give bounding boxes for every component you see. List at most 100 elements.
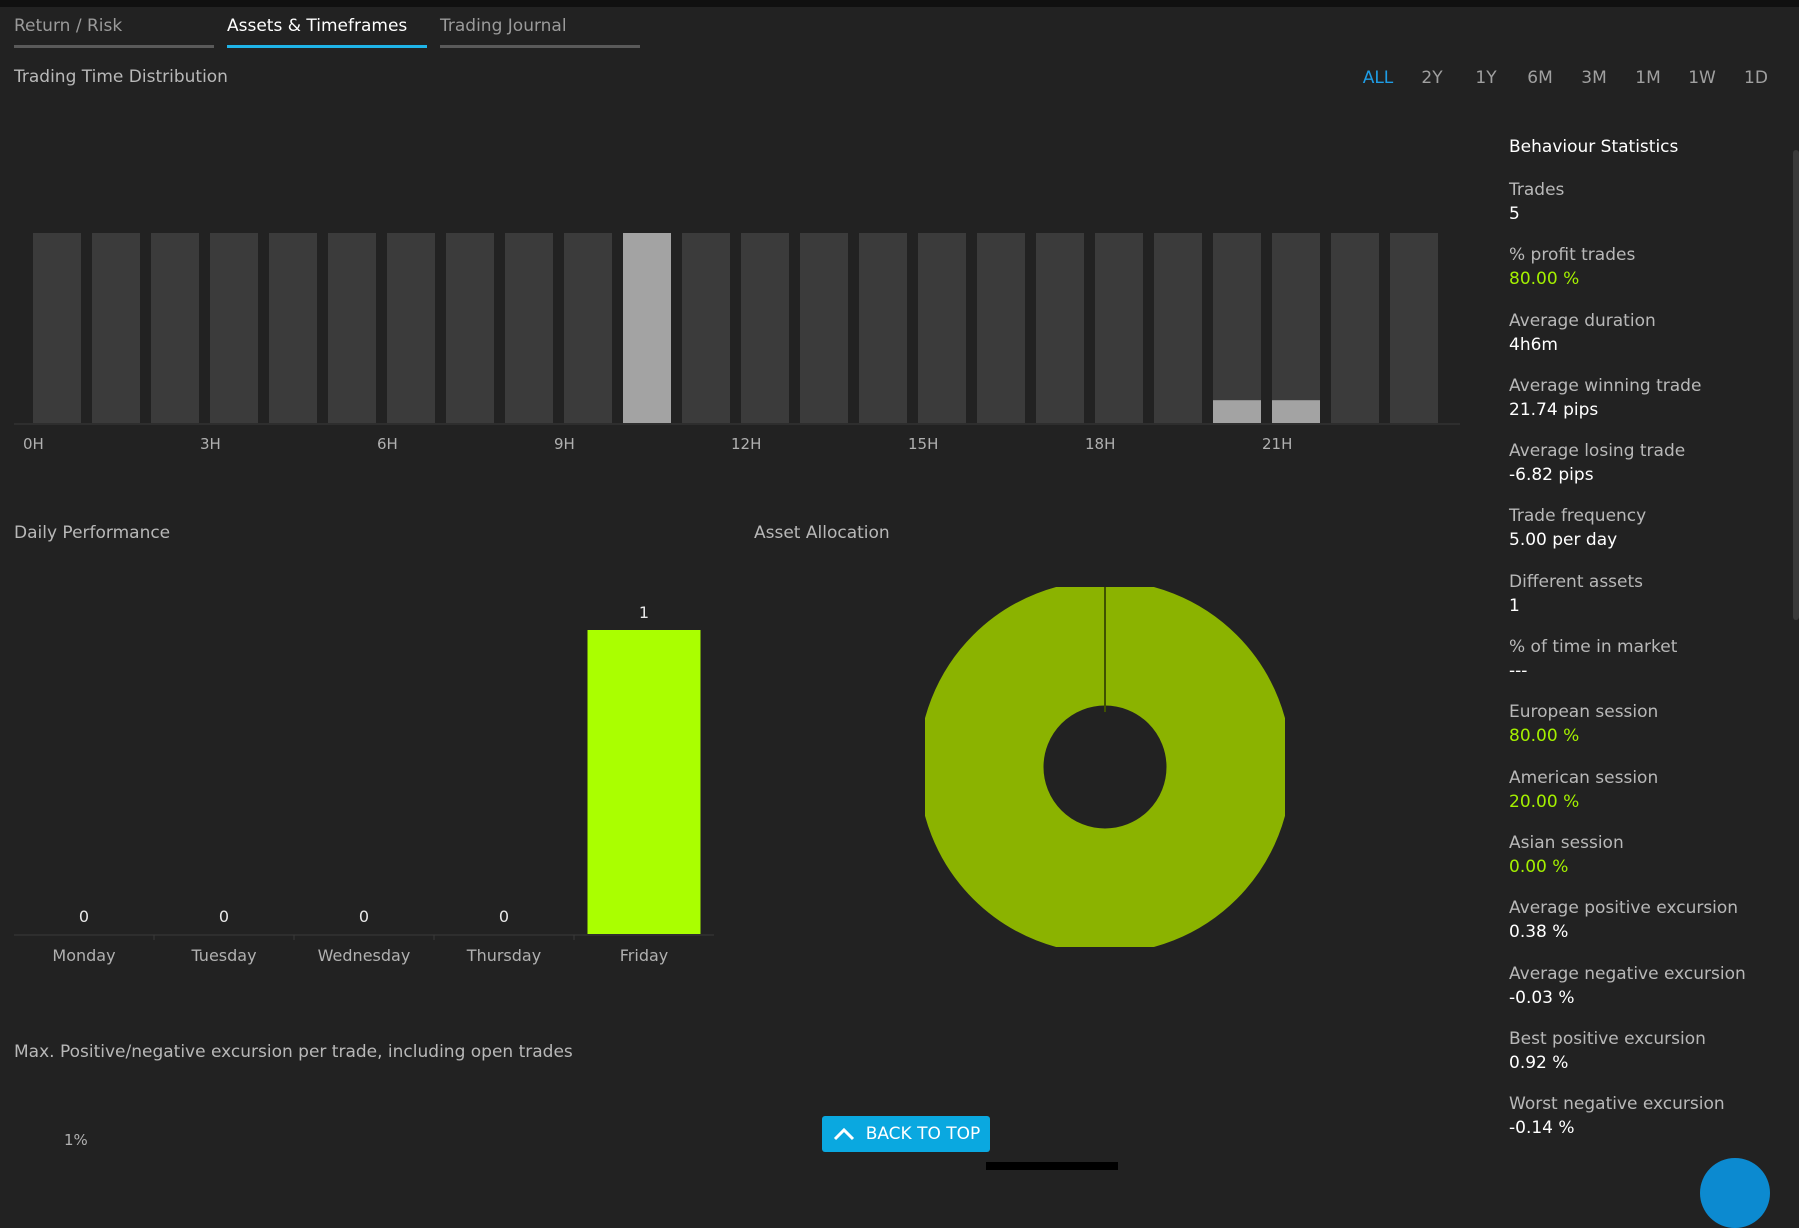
stat-item: % of time in market --- [1509, 636, 1779, 701]
tab-return-risk[interactable]: Return / Risk [14, 13, 214, 48]
stat-item: Trade frequency 5.00 per day [1509, 505, 1779, 570]
hour-tick-label: 0H [23, 435, 44, 453]
stat-label: Average duration [1509, 310, 1656, 331]
hour-tick-label: 12H [731, 435, 761, 453]
stat-item: Average duration 4h6m [1509, 310, 1779, 375]
hour-bar[interactable] [623, 233, 671, 423]
stat-value: -0.03 % [1509, 987, 1575, 1008]
timeframe-6m[interactable]: 6M [1527, 68, 1553, 88]
day-bar[interactable] [587, 630, 701, 934]
hour-bar-bg [859, 233, 907, 423]
stat-label: Best positive excursion [1509, 1028, 1706, 1049]
stat-label: Asian session [1509, 832, 1624, 853]
day-value-label: 0 [359, 907, 369, 926]
hour-bar-bg [92, 233, 140, 423]
asset-allocation-chart [925, 587, 1285, 947]
time-distribution-title: Trading Time Distribution [14, 67, 228, 87]
stat-label: Trade frequency [1509, 506, 1647, 527]
stat-label: Average losing trade [1509, 441, 1686, 462]
hour-bar-bg [328, 233, 376, 423]
back-to-top-label: BACK TO TOP [865, 1124, 981, 1144]
timeframe-1m[interactable]: 1M [1635, 68, 1661, 88]
timeframe-2y[interactable]: 2Y [1421, 68, 1443, 88]
stat-value: -0.14 % [1509, 1118, 1575, 1139]
timeframe-1y[interactable]: 1Y [1475, 68, 1497, 88]
stat-label: Different assets [1509, 571, 1644, 592]
stat-label: Average negative excursion [1509, 963, 1746, 984]
timeframe-1d[interactable]: 1D [1744, 68, 1768, 88]
stat-label: Average winning trade [1509, 375, 1702, 396]
stat-value: 4h6m [1509, 334, 1558, 355]
stat-item: Trades 5 [1509, 179, 1779, 244]
top-bar [0, 0, 1799, 7]
stat-value: 0.00 % [1509, 856, 1569, 877]
stat-label: American session [1509, 767, 1659, 788]
timeframe-all[interactable]: ALL [1362, 68, 1394, 88]
hour-tick-label: 21H [1262, 435, 1292, 453]
hour-bar-bg [1095, 233, 1143, 423]
hour-bar-bg [564, 233, 612, 423]
stat-item: % profit trades 80.00 % [1509, 244, 1779, 309]
hour-bar-bg [446, 233, 494, 423]
excursion-axis-label: 1% [64, 1131, 88, 1149]
stat-value: 20.00 % [1509, 791, 1580, 812]
hour-bar-bg [33, 233, 81, 423]
stat-label: Worst negative excursion [1509, 1094, 1725, 1115]
hour-bar-bg [682, 233, 730, 423]
hour-bar-bg [210, 233, 258, 423]
stat-label: % profit trades [1509, 245, 1636, 266]
stat-value: -6.82 pips [1509, 465, 1594, 486]
stat-value: 5.00 per day [1509, 530, 1618, 551]
hour-bar-bg [1154, 233, 1202, 423]
hour-bar-bg [505, 233, 553, 423]
stat-label: Trades [1509, 180, 1565, 200]
hour-bar-bg [977, 233, 1025, 423]
stat-item: Asian session 0.00 % [1509, 832, 1779, 897]
stat-item: American session 20.00 % [1509, 767, 1779, 832]
hour-bar-bg [1390, 233, 1438, 423]
scrollbar-thumb[interactable] [1793, 150, 1799, 620]
stat-value: 0.92 % [1509, 1052, 1569, 1073]
daily-performance-title: Daily Performance [14, 523, 171, 543]
stat-value: 80.00 % [1509, 726, 1580, 747]
chevron-up-icon [833, 1127, 854, 1141]
hour-bar-bg [1272, 233, 1320, 423]
hour-bar-bg [918, 233, 966, 423]
day-category-label: Friday [620, 946, 669, 965]
stat-value: --- [1509, 661, 1528, 682]
stat-item: Different assets 1 [1509, 571, 1779, 636]
day-category-label: Thursday [466, 946, 541, 965]
day-value-label: 1 [639, 603, 649, 622]
hour-bar[interactable] [1272, 400, 1320, 423]
hour-bar-bg [1331, 233, 1379, 423]
timeframe-3m[interactable]: 3M [1581, 68, 1607, 88]
behaviour-statistics-panel: Behaviour Statistics Trades 5 % profit tra… [1509, 137, 1779, 1158]
hour-bar[interactable] [1213, 400, 1261, 423]
stat-item: Average positive excursion 0.38 % [1509, 897, 1779, 962]
hour-bar-bg [387, 233, 435, 423]
day-category-label: Wednesday [318, 946, 411, 965]
stat-value: 1 [1509, 595, 1520, 616]
back-to-top-button[interactable]: BACK TO TOP [822, 1116, 990, 1152]
behaviour-statistics-title: Behaviour Statistics [1509, 137, 1679, 157]
stat-item: Best positive excursion 0.92 % [1509, 1028, 1779, 1093]
tab-trading-journal[interactable]: Trading Journal [440, 13, 640, 48]
stat-item: Average negative excursion -0.03 % [1509, 963, 1779, 1028]
hour-tick-label: 6H [377, 435, 398, 453]
hour-bar-bg [151, 233, 199, 423]
excursion-title: Max. Positive/negative excursion per tra… [14, 1042, 573, 1062]
stat-value: 5 [1509, 204, 1520, 224]
hour-bar-bg [1213, 233, 1261, 423]
hour-tick-label: 18H [1085, 435, 1115, 453]
hour-bar-bg [269, 233, 317, 423]
tab-assets-timeframes[interactable]: Assets & Timeframes [227, 13, 427, 48]
day-category-label: Tuesday [190, 946, 256, 965]
chat-bubble-icon[interactable] [1700, 1158, 1770, 1228]
stat-label: % of time in market [1509, 637, 1678, 658]
hour-bar-bg [800, 233, 848, 423]
timeframe-1w[interactable]: 1W [1688, 68, 1716, 88]
trading-time-distribution-chart: 0H 3H 6H 9H 12H 15H 18H 21H [14, 233, 1460, 453]
stat-item: Worst negative excursion -0.14 % [1509, 1093, 1779, 1158]
stat-item: European session 80.00 % [1509, 701, 1779, 766]
day-value-label: 0 [219, 907, 229, 926]
